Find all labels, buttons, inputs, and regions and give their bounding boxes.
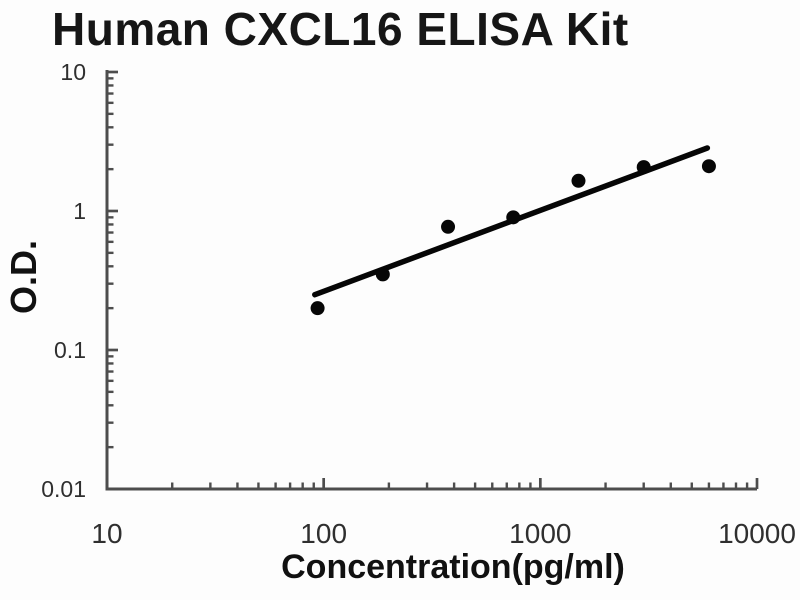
- data-point: [636, 160, 651, 175]
- x-tick-label: 100: [300, 518, 347, 549]
- chart-title: Human CXCL16 ELISA Kit: [52, 3, 629, 55]
- y-tick-label: 10: [60, 59, 86, 85]
- y-tick-label: 0.01: [41, 476, 86, 502]
- y-axis-label: O.D.: [3, 239, 44, 315]
- x-tick-label: 10: [91, 518, 122, 549]
- x-tick-label: 10000: [718, 518, 796, 549]
- data-point: [310, 301, 325, 316]
- y-tick-label: 0.1: [54, 337, 86, 363]
- data-point: [571, 173, 586, 188]
- y-tick-label: 1: [73, 198, 86, 224]
- data-point: [375, 267, 390, 282]
- x-tick-label: 1000: [509, 518, 571, 549]
- x-axis-label: Concentration(pg/ml): [281, 548, 625, 586]
- data-point: [506, 210, 521, 225]
- data-point: [441, 219, 456, 234]
- data-point: [701, 159, 716, 174]
